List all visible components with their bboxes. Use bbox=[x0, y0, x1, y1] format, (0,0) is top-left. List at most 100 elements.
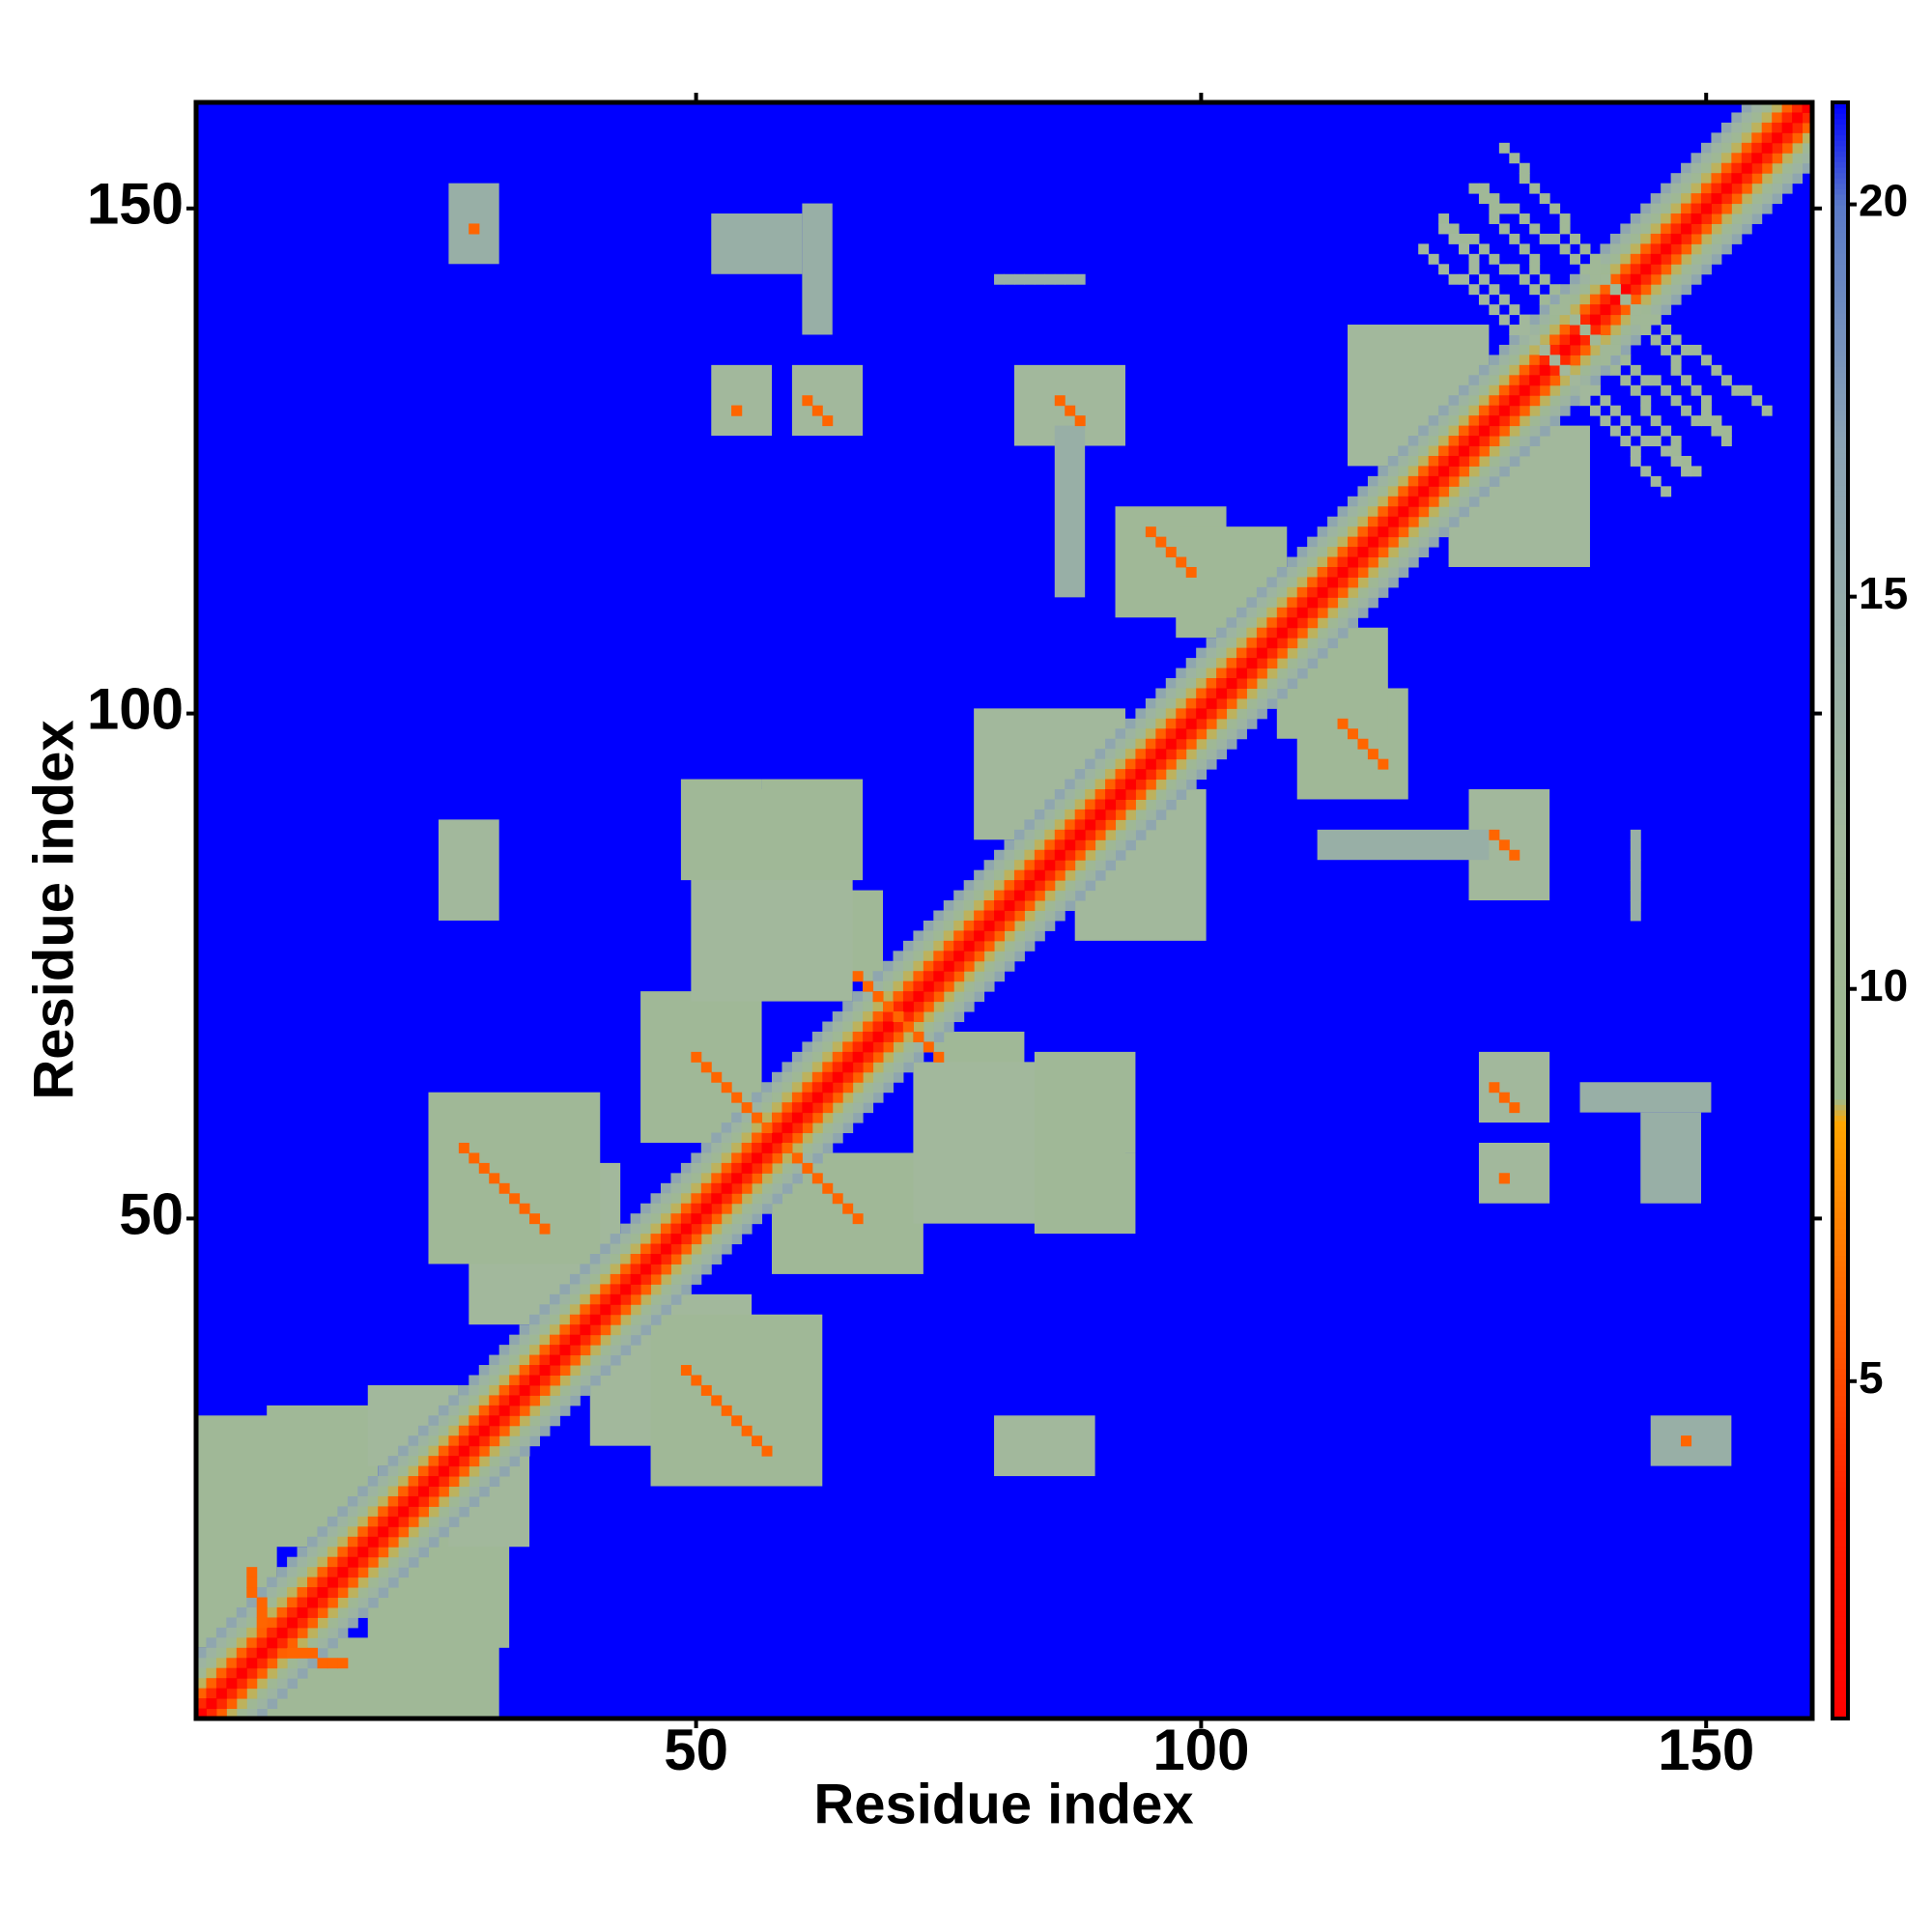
cell bbox=[1700, 395, 1712, 407]
cell bbox=[1276, 678, 1288, 689]
cell bbox=[378, 1547, 389, 1558]
cell bbox=[1670, 334, 1682, 346]
cell bbox=[398, 1445, 410, 1457]
cell bbox=[357, 1547, 369, 1558]
cell bbox=[863, 1051, 874, 1063]
colorbar-step bbox=[1833, 1659, 1848, 1665]
cell bbox=[872, 980, 884, 992]
colorbar-step bbox=[1833, 1637, 1848, 1644]
cell bbox=[1155, 758, 1167, 770]
cell bbox=[337, 1547, 349, 1558]
cell bbox=[1509, 1102, 1520, 1114]
cell bbox=[307, 1547, 318, 1558]
cell bbox=[1751, 183, 1763, 194]
cell bbox=[994, 900, 1005, 911]
cell bbox=[1044, 799, 1056, 810]
colorbar bbox=[1833, 102, 1848, 1719]
cell bbox=[1407, 547, 1419, 558]
cell bbox=[458, 1142, 469, 1153]
cell bbox=[1074, 809, 1086, 820]
cell bbox=[367, 1516, 379, 1527]
cell bbox=[1196, 658, 1208, 669]
cell bbox=[1124, 758, 1136, 770]
cell bbox=[267, 1637, 278, 1649]
cell bbox=[700, 1213, 712, 1225]
cell bbox=[398, 1536, 410, 1548]
cell bbox=[974, 971, 985, 982]
cell bbox=[1498, 839, 1510, 851]
cell bbox=[1216, 647, 1228, 659]
y-tick-label: 150 bbox=[87, 172, 184, 237]
cell bbox=[1438, 445, 1450, 457]
cell bbox=[610, 1345, 621, 1356]
cell bbox=[731, 1213, 743, 1225]
colorbar-step bbox=[1833, 711, 1848, 718]
cell bbox=[1054, 819, 1065, 831]
cell-block bbox=[1054, 425, 1086, 598]
cell bbox=[1489, 405, 1500, 416]
cell bbox=[1690, 384, 1702, 396]
cell bbox=[1398, 547, 1409, 558]
cell bbox=[1176, 758, 1187, 770]
colorbar-step bbox=[1833, 350, 1848, 356]
cell bbox=[1145, 749, 1156, 760]
cell bbox=[1105, 860, 1117, 871]
cell bbox=[600, 1284, 611, 1295]
cell bbox=[802, 1041, 813, 1053]
colorbar-step bbox=[1833, 609, 1848, 615]
cell-block bbox=[448, 183, 499, 265]
cell bbox=[1105, 749, 1117, 760]
colorbar-step bbox=[1833, 269, 1848, 276]
cell bbox=[1256, 708, 1267, 720]
cell bbox=[1155, 779, 1167, 790]
colorbar-step bbox=[1833, 1454, 1848, 1461]
colorbar-step bbox=[1833, 1600, 1848, 1606]
cell bbox=[1307, 547, 1319, 558]
colorbar-step bbox=[1833, 1249, 1848, 1257]
colorbar-step bbox=[1833, 220, 1848, 227]
cell bbox=[974, 910, 985, 922]
cell bbox=[580, 1284, 591, 1295]
cell bbox=[589, 1273, 601, 1285]
cell bbox=[1761, 102, 1773, 113]
cell bbox=[772, 1092, 782, 1103]
cell bbox=[469, 1425, 480, 1436]
cell bbox=[1761, 132, 1773, 144]
cell bbox=[1307, 627, 1319, 639]
cell bbox=[1690, 243, 1702, 255]
cell bbox=[1630, 869, 1641, 881]
cell bbox=[1287, 607, 1298, 618]
cell bbox=[438, 1435, 449, 1447]
cell bbox=[1296, 607, 1308, 618]
cell bbox=[297, 1647, 308, 1659]
cell bbox=[1670, 223, 1682, 235]
cell bbox=[1609, 304, 1621, 316]
cell bbox=[923, 940, 934, 952]
cell bbox=[1802, 102, 1812, 113]
cell bbox=[357, 1556, 369, 1568]
cell bbox=[1054, 809, 1065, 820]
cell bbox=[1044, 839, 1056, 851]
cell bbox=[974, 940, 985, 952]
cell bbox=[1731, 142, 1743, 154]
cell bbox=[752, 1173, 763, 1184]
cell bbox=[1650, 334, 1662, 346]
cell bbox=[297, 1627, 308, 1638]
cell bbox=[489, 1173, 500, 1184]
cell bbox=[1256, 678, 1267, 689]
cell bbox=[974, 920, 985, 931]
cell bbox=[1600, 325, 1611, 335]
cell bbox=[953, 920, 965, 931]
cell bbox=[428, 1415, 440, 1427]
cell bbox=[1609, 243, 1621, 255]
cell bbox=[367, 1587, 379, 1599]
cell bbox=[438, 1506, 449, 1518]
cell bbox=[1065, 799, 1076, 810]
cell bbox=[1489, 445, 1500, 457]
cell bbox=[731, 1234, 743, 1245]
cell bbox=[913, 980, 924, 992]
cell bbox=[1529, 325, 1541, 335]
cell bbox=[1165, 678, 1177, 689]
cell bbox=[1236, 678, 1247, 689]
